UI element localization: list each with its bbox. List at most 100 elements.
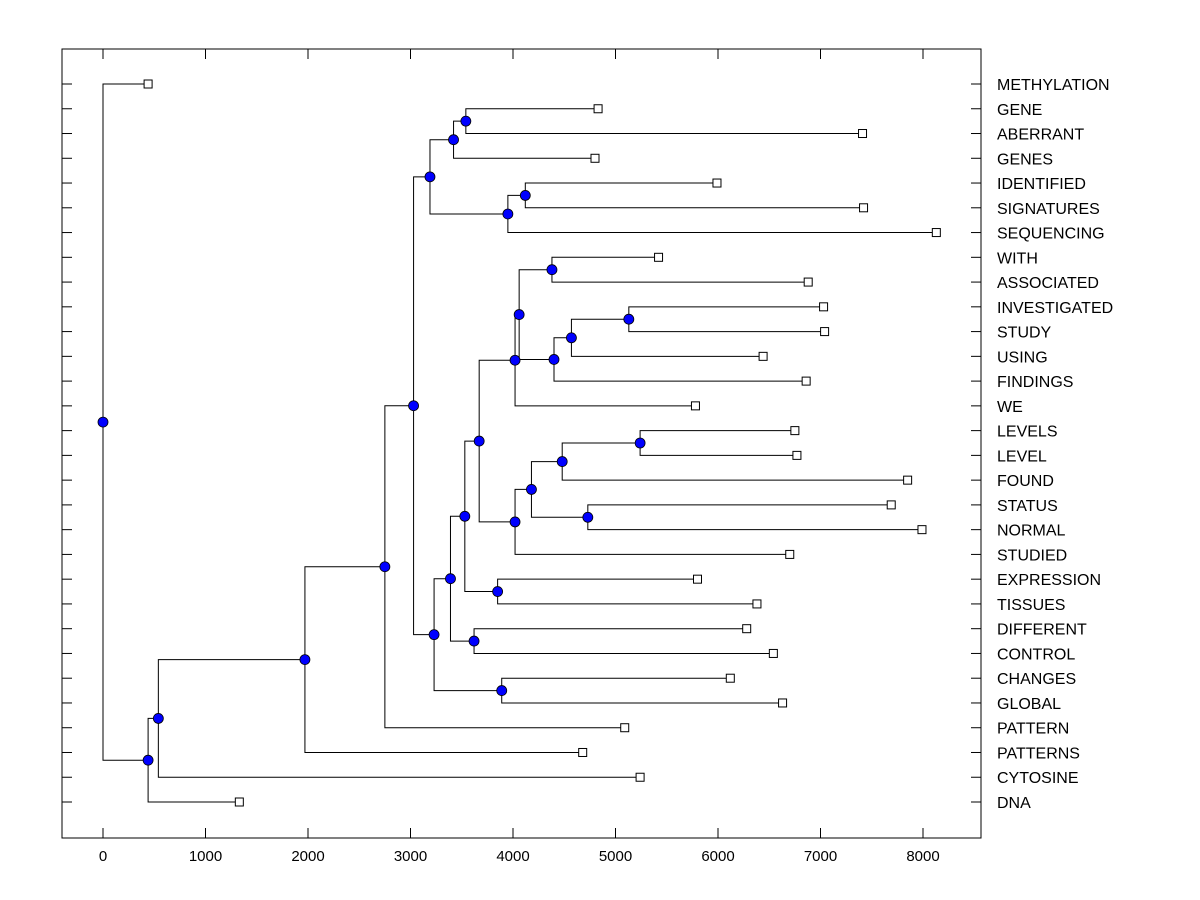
cluster-node [459,510,471,522]
cluster-node [424,171,436,183]
leaf-label: STUDIED [997,547,1067,564]
leaf-label: PATTERN [997,721,1069,738]
leaf-label: DIFFERENT [997,622,1087,639]
leaf-marker [620,723,630,733]
leaf-marker [859,203,869,213]
leaf-marker [742,624,752,634]
leaf-label: SIGNATURES [997,201,1100,218]
leaf-label: NORMAL [997,523,1066,540]
x-tick-label: 7000 [804,848,837,865]
x-axis: 0 1000 2000 3000 4000 5000 6000 7000 8000 [99,49,940,865]
leaf-marker [752,599,762,609]
cluster-node [509,516,521,528]
branch-line [429,176,508,215]
y-axis [62,83,981,803]
leaf-label: GENE [997,102,1042,119]
branch-line [384,566,625,729]
cluster-node [519,190,531,201]
x-tick-label: 1000 [189,848,222,865]
leaf-label: CONTROL [997,646,1075,663]
branch-line [429,139,454,177]
leaf-label: CYTOSINE [997,770,1079,787]
leaf-marker [712,178,722,188]
branch-line [453,139,595,159]
cluster-node [379,561,391,573]
leaf-label: WE [997,399,1023,416]
branch-line [449,578,475,642]
leaf-label: STATUS [997,498,1058,515]
branch-line [147,760,240,803]
cluster-node [526,484,537,495]
leaf-label: DNA [997,795,1031,812]
branch-line [384,405,414,567]
leaf-marker [801,376,811,386]
leaf-marker [820,327,830,337]
leaf-marker [778,698,788,708]
cluster-node [623,313,635,325]
branch-line [464,516,498,593]
branch-line [304,566,385,660]
leaf-label: ASSOCIATED [997,275,1099,292]
x-tick-label: 5000 [599,848,632,865]
cluster-node [492,586,504,597]
cluster-node [502,208,514,220]
leaf-label: GLOBAL [997,696,1061,713]
cluster-node [97,416,109,428]
branch-line [514,521,790,555]
x-tick-label: 6000 [701,848,734,865]
leaf-marker [578,747,588,757]
branch-line [530,489,588,518]
plot-frame [61,48,982,839]
leaf-label: USING [997,349,1048,366]
branch-line [102,83,149,423]
x-tick-label: 8000 [906,848,939,865]
x-tick-label: 2000 [291,848,324,865]
x-tick-label: 4000 [496,848,529,865]
cluster-node [546,264,558,276]
branch-line [433,634,502,692]
leaf-marker [234,797,244,807]
leaf-marker [785,549,795,559]
leaf-marker [690,401,700,411]
leaf-label: LEVEL [997,448,1047,465]
leaf-marker [635,772,645,782]
leaf-label: EXPRESSION [997,572,1101,589]
leaf-label: SEQUENCING [997,226,1105,243]
branch-line [433,578,451,635]
branch-line [413,405,435,636]
leaf-marker [758,351,768,361]
branch-line [530,461,563,490]
cluster-node [496,685,508,696]
branch-line [478,359,516,442]
cluster-node [634,437,646,449]
branch-line [157,718,641,778]
leaf-label: PATTERNS [997,745,1080,762]
cluster-node [142,754,154,766]
leaf-marker [768,648,778,658]
leaf-label: GENES [997,151,1053,168]
branch-line [102,422,149,761]
branch-line [507,194,526,214]
leaf-label: LEVELS [997,424,1057,441]
leaf-marker [725,673,735,683]
branch-line [561,442,641,462]
cluster-node [408,400,419,412]
leaf-marker [790,426,800,436]
cluster-node [566,332,577,344]
leaf-label: ABERRANT [997,127,1084,144]
cluster-node [509,354,521,366]
cluster-node [468,635,480,647]
cluster-node [428,629,440,641]
leaf-marker [593,104,603,114]
leaf-marker [143,79,153,89]
leaf-marker [903,475,913,485]
node-markers [97,115,646,766]
branch-line [514,488,532,522]
cluster-node [513,309,525,320]
cluster-node [299,654,311,666]
leaf-marker [803,277,813,287]
x-tick-label: 0 [99,848,107,865]
leaf-label: TISSUES [997,597,1065,614]
branch-line [157,659,305,719]
